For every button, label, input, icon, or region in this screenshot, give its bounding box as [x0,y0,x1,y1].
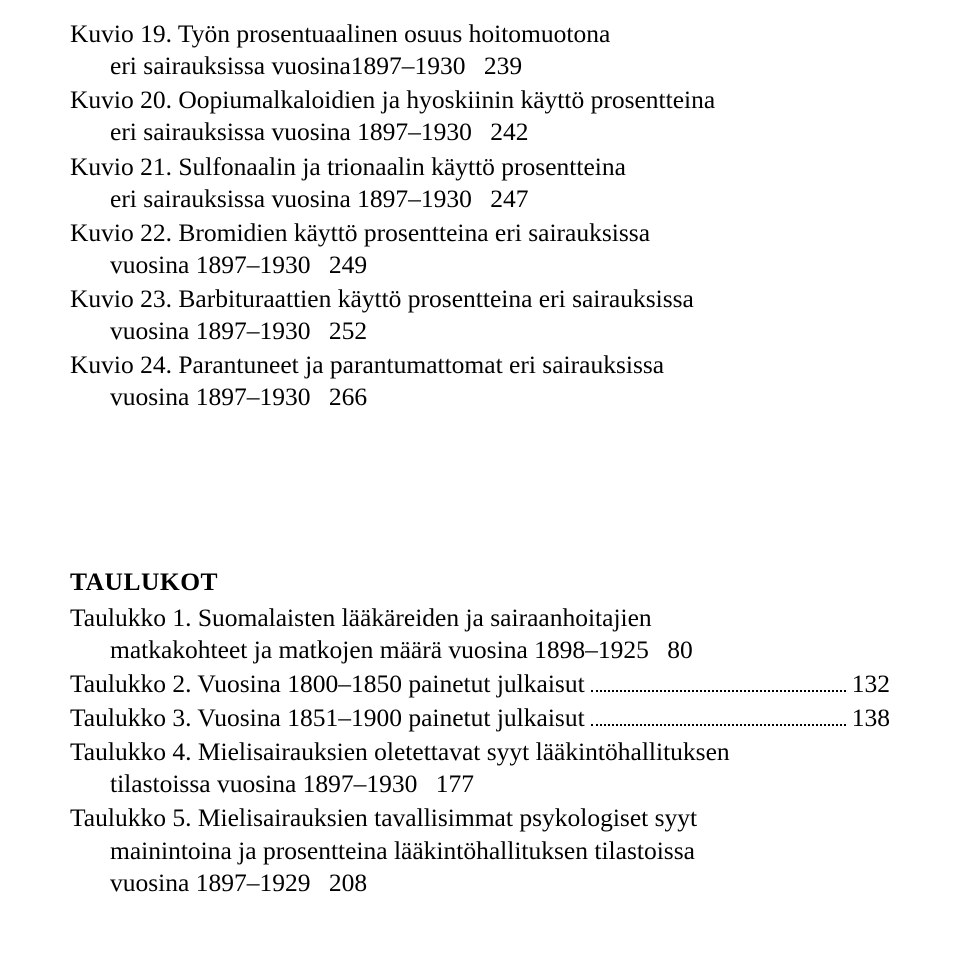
toc-text: Taulukko 5. Mielisairauksien tavallisimm… [70,802,890,834]
toc-text: Taulukko 4. Mielisairauksien oletettavat… [70,736,890,768]
toc-entry: Kuvio 23. Barbituraattien käyttö prosent… [70,283,890,347]
toc-text: vuosina 1897–1930 [110,316,310,345]
toc-text: vuosina 1897–1930 [110,382,310,411]
toc-text: Kuvio 24. Parantuneet ja parantumattomat… [70,349,890,381]
toc-text: Kuvio 23. Barbituraattien käyttö prosent… [70,283,890,315]
toc-entry: Taulukko 5. Mielisairauksien tavallisimm… [70,802,890,898]
toc-entry: Kuvio 20. Oopiumalkaloidien ja hyoskiini… [70,84,890,148]
toc-text: vuosina 1897–1929 [110,868,310,897]
toc-entry: Taulukko 4. Mielisairauksien oletettavat… [70,736,890,800]
toc-entry: Taulukko 1. Suomalaisten lääkäreiden ja … [70,602,890,666]
toc-entry: Kuvio 22. Bromidien käyttö prosentteina … [70,217,890,281]
toc-entry: Kuvio 21. Sulfonaalin ja trionaalin käyt… [70,151,890,215]
toc-entry: Taulukko 2. Vuosina 1800–1850 painetut j… [70,668,890,700]
toc-page: 138 [852,702,890,734]
toc-text: eri sairauksissa vuosina 1897–1930 [110,117,472,146]
section-title-taulukot: TAULUKOT [70,566,890,598]
section-gap [70,416,890,566]
toc-page: 132 [852,668,890,700]
toc-text: Kuvio 19. Työn prosentuaalinen osuus hoi… [70,18,890,50]
toc-entry: Taulukko 3. Vuosina 1851–1900 painetut j… [70,702,890,734]
toc-page: 80 [667,635,693,664]
toc-page: 177 [436,769,474,798]
toc-text: eri sairauksissa vuosina1897–1930 [110,51,466,80]
toc-page: 249 [329,250,367,279]
toc-text: Kuvio 22. Bromidien käyttö prosentteina … [70,217,890,249]
toc-text: Kuvio 21. Sulfonaalin ja trionaalin käyt… [70,151,890,183]
toc-text: Kuvio 20. Oopiumalkaloidien ja hyoskiini… [70,84,890,116]
toc-page: 252 [329,316,367,345]
dot-leader [591,676,846,692]
toc-text: Taulukko 1. Suomalaisten lääkäreiden ja … [70,602,890,634]
page: Kuvio 19. Työn prosentuaalinen osuus hoi… [0,0,960,941]
toc-page: 208 [329,868,367,897]
toc-text: Taulukko 2. Vuosina 1800–1850 painetut j… [70,668,585,700]
toc-text: Taulukko 3. Vuosina 1851–1900 painetut j… [70,702,585,734]
dot-leader [591,710,846,726]
toc-page: 239 [484,51,522,80]
toc-text: tilastoissa vuosina 1897–1930 [110,769,417,798]
toc-entry: Kuvio 24. Parantuneet ja parantumattomat… [70,349,890,413]
toc-text: vuosina 1897–1930 [110,250,310,279]
toc-text: mainintoina ja prosentteina lääkintöhall… [70,835,890,867]
toc-text: eri sairauksissa vuosina 1897–1930 [110,184,472,213]
toc-text: matkakohteet ja matkojen määrä vuosina 1… [110,635,649,664]
toc-page: 266 [329,382,367,411]
toc-page: 247 [490,184,528,213]
toc-page: 242 [490,117,528,146]
toc-entry: Kuvio 19. Työn prosentuaalinen osuus hoi… [70,18,890,82]
